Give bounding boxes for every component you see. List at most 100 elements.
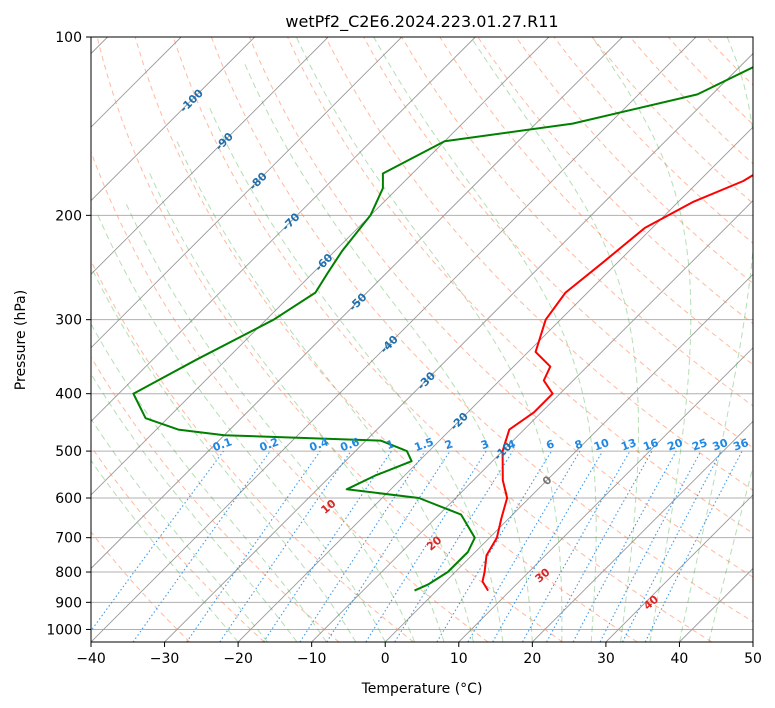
x-tick-label: 40 <box>671 651 689 667</box>
dry-adiabat-line <box>591 37 753 204</box>
dry-adiabat-line <box>91 259 414 642</box>
mixing-ratio-line <box>546 450 653 642</box>
dry-adiabat-line <box>91 531 191 642</box>
isotherm-line <box>91 37 623 570</box>
y-tick-label: 500 <box>55 444 82 460</box>
moist-adiabat-line <box>97 215 386 642</box>
x-tick-label: 10 <box>450 651 468 667</box>
mixing-ratio-line <box>219 450 352 642</box>
dewpoint-profile-line <box>132 66 753 592</box>
mixing-ratio-line <box>394 450 514 642</box>
mixing-ratio-label: 0.6 <box>338 435 361 454</box>
x-tick-label: −10 <box>297 651 327 667</box>
mixing-ratio-label: 0.1 <box>211 435 234 454</box>
y-tick-label: 700 <box>55 531 82 547</box>
y-tick-label: 800 <box>55 565 82 581</box>
isotherm-line <box>384 273 753 642</box>
dry-adiabat-line <box>439 37 753 366</box>
temperature-profile-line <box>481 173 753 592</box>
mixing-ratio-line <box>326 450 451 642</box>
mixing-ratio-label: 16 <box>641 436 660 454</box>
isotherm-line <box>91 37 697 642</box>
mixing-ratio-label: 2 <box>443 437 455 452</box>
moist-adiabat-line <box>591 37 692 642</box>
x-tick-label: 30 <box>597 651 615 667</box>
x-tick-label: 50 <box>744 651 762 667</box>
isotherm-line <box>91 37 550 496</box>
isotherm-line <box>91 37 255 202</box>
moist-adiabat-line <box>124 201 416 642</box>
profile-lines <box>132 66 753 592</box>
mixing-ratio-line <box>436 450 552 642</box>
x-axis-title: Temperature (°C) <box>361 681 483 697</box>
y-tick-label: 1000 <box>46 622 82 638</box>
mixing-ratio-label: 1.5 <box>413 435 436 454</box>
moist-adiabat-line <box>91 265 357 642</box>
isotherm-line <box>605 494 753 642</box>
y-tick-label: 100 <box>55 30 82 46</box>
x-tick-label: −40 <box>76 651 106 667</box>
moist-adiabat-line <box>708 464 753 642</box>
dry-adiabat-line <box>96 37 563 642</box>
isotherm-line <box>91 37 329 275</box>
mixing-ratio-line <box>572 450 677 642</box>
y-tick-label: 900 <box>55 595 82 611</box>
dry-adiabat-line <box>287 37 753 534</box>
y-tick-label: 200 <box>55 208 82 224</box>
dry-adiabat-line <box>210 37 753 623</box>
moist-adiabat-line <box>295 37 563 642</box>
mixing-ratio-label: 6 <box>544 437 556 452</box>
moist-adiabat-line <box>678 37 753 642</box>
moist-adiabat-line <box>149 173 445 642</box>
y-axis-title: Pressure (hPa) <box>13 290 29 390</box>
mixing-ratio-line <box>467 450 581 642</box>
mixing-ratio-label: 3 <box>479 437 491 452</box>
mixing-ratio-label: 25 <box>690 436 709 453</box>
mixing-ratio-label: 10 <box>592 436 611 454</box>
mixing-ratio-line <box>522 450 631 642</box>
moist-adiabat-line <box>207 104 504 642</box>
mixing-ratio-label: 8 <box>573 437 585 452</box>
dry-adiabat-line <box>91 356 340 642</box>
isotherm-line <box>458 347 753 642</box>
mixing-ratio-label: 0.2 <box>258 435 281 454</box>
dry-adiabat-line <box>134 37 638 642</box>
mixing-ratio-label: 4 <box>506 437 518 452</box>
x-tick-label: −20 <box>223 651 253 667</box>
mixing-ratio-label: 30 <box>711 436 730 454</box>
dry-adiabat-line <box>325 37 753 491</box>
isotherm-line <box>164 52 753 642</box>
isotherm-line <box>91 37 476 422</box>
mixing-ratio-line <box>132 450 271 642</box>
y-tick-label: 300 <box>55 313 82 329</box>
y-tick-label: 600 <box>55 491 82 507</box>
dry-adiabat-line <box>248 37 753 578</box>
mixing-ratio-label: 0.4 <box>308 435 331 454</box>
mixing-ratio-label: 36 <box>731 436 750 454</box>
isotherm-line <box>91 37 403 349</box>
isotherm-line <box>532 420 753 642</box>
mixing-ratio-label: 1 <box>385 437 397 452</box>
dry-adiabat-line <box>363 37 753 449</box>
dry-adiabat-line <box>401 37 753 407</box>
moist-adiabat-line <box>91 372 298 642</box>
x-tick-label: −30 <box>150 651 180 667</box>
background-lines <box>91 37 753 642</box>
dry-adiabat-line <box>553 37 753 244</box>
axes: −40 −30 −20 −10 0 10 20 30 40 5010020030040050060… <box>46 30 762 667</box>
chart-title: wetPf2_C2E6.2024.223.01.27.R11 <box>285 12 558 32</box>
dry-adiabat-line <box>515 37 753 284</box>
moist-adiabat-line <box>91 418 268 642</box>
mixing-ratio-line <box>186 450 321 642</box>
moist-adiabat-line <box>373 37 597 642</box>
mixing-ratio-line <box>492 450 604 642</box>
moist-adiabat-line <box>91 322 327 642</box>
mixing-ratio-line <box>365 450 487 642</box>
isotherm-line <box>237 126 753 642</box>
y-tick-label: 400 <box>55 387 82 403</box>
x-tick-label: 0 <box>381 651 390 667</box>
mixing-ratio-label: 13 <box>619 436 638 453</box>
plot-frame <box>90 36 754 643</box>
